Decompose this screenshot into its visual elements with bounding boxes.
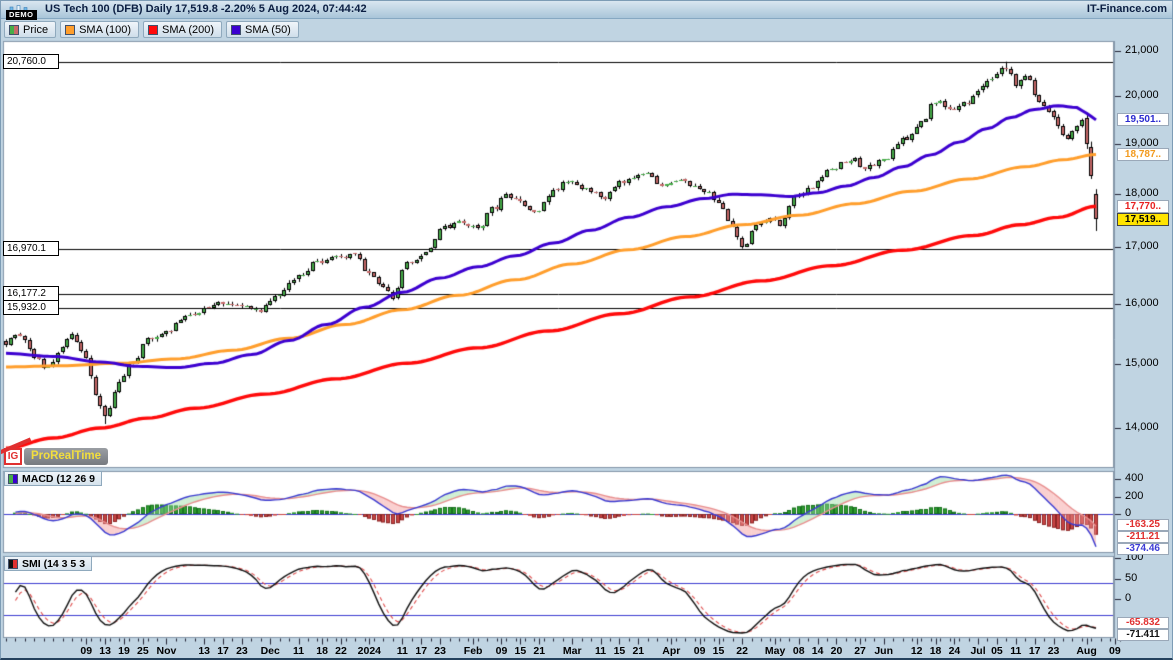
macd-icon: [8, 473, 18, 484]
macd-tick-label: 400: [1125, 472, 1144, 484]
date-label: 22: [736, 645, 748, 657]
chart-title: US Tech 100 (DFB) Daily 17,519.8 -2.20% …: [45, 3, 367, 15]
y-axis-tick-label: 17,000: [1125, 240, 1159, 253]
legend-item-label: SMA (100): [79, 23, 132, 36]
legend-item-label: SMA (50): [245, 23, 291, 36]
date-label: 19: [118, 645, 130, 657]
brand-link[interactable]: IT-Finance.com: [1086, 3, 1167, 15]
price-value-box: 17,519..: [1117, 212, 1169, 226]
demo-badge: DEMO: [6, 10, 37, 20]
date-label: 17: [415, 645, 428, 657]
macd-macd-value-box: -374.46: [1117, 543, 1169, 555]
legend-item-price[interactable]: Price: [4, 21, 57, 38]
macd-tick-label: 0: [1125, 507, 1132, 519]
legend-item-sma-100[interactable]: SMA (100): [60, 21, 140, 38]
sma200-icon: [148, 24, 159, 35]
legend-item-sma-50[interactable]: SMA (50): [226, 21, 299, 38]
y-axis-tick-label: 16,000: [1125, 296, 1159, 309]
sma100-icon: [65, 24, 76, 35]
smi-smi-value-box: -71.411: [1117, 628, 1169, 641]
date-label: Mar: [562, 645, 582, 657]
title-bar: DEMO US Tech 100 (DFB) Daily 17,519.8 -2…: [1, 1, 1172, 20]
date-label: 11: [1010, 645, 1022, 657]
prorealtime-logo: ProRealTime: [24, 448, 108, 465]
date-label: 12: [910, 645, 923, 657]
date-label: 25: [136, 645, 149, 657]
macd-label: MACD (12 26 9: [22, 472, 95, 485]
date-label: 14: [811, 645, 824, 657]
y-axis-tick-label: 19,000: [1125, 137, 1159, 150]
date-label: Jun: [874, 645, 893, 657]
smi-signal-value-box: -65.832: [1117, 616, 1169, 629]
date-label: 27: [854, 645, 866, 657]
date-label: 23: [1047, 645, 1060, 657]
date-label: 09: [693, 645, 706, 657]
price-line-label: 15,932.0: [3, 299, 59, 315]
date-label: Feb: [463, 645, 483, 657]
date-label: 2024: [357, 645, 381, 657]
date-label: Nov: [156, 645, 177, 657]
date-label: Dec: [260, 645, 280, 657]
macd-tick-label: 200: [1125, 489, 1144, 502]
date-label: 22: [335, 645, 347, 657]
sma50-icon: [231, 24, 241, 35]
smi-tick-label: 50: [1125, 571, 1138, 584]
date-label: 23: [236, 645, 248, 657]
sma-100--value-box: 18,787..: [1117, 148, 1169, 162]
date-label: Aug: [1076, 645, 1097, 657]
legend-bar: Price SMA (100) SMA (200) SMA (50): [4, 21, 299, 39]
smi-settings-button[interactable]: SMI (14 3 5 3: [4, 556, 93, 571]
date-label: 15: [613, 645, 626, 657]
date-label: 17: [1028, 645, 1041, 657]
smi-tick-label: 0: [1125, 592, 1132, 604]
y-axis-tick-label: 20,000: [1125, 89, 1159, 102]
smi-label: SMI (14 3 5 3: [22, 557, 86, 570]
y-axis-tick-label: 15,000: [1125, 356, 1159, 369]
macd-signal-value-box: -211.21: [1117, 531, 1169, 543]
date-label: 05: [991, 645, 1003, 657]
date-label: 08: [792, 645, 805, 657]
date-label: Jul: [970, 645, 986, 657]
date-label: 17: [217, 645, 229, 657]
sma-200--value-box: 17,770..: [1117, 199, 1169, 213]
price-line-label: 16,970.1: [3, 241, 59, 257]
date-label: 09: [1109, 645, 1121, 657]
sma-50--value-box: 19,501..: [1117, 113, 1169, 127]
date-label: 23: [434, 645, 446, 657]
y-axis-tick-label: 18,000: [1125, 187, 1159, 200]
y-axis-tick-label: 21,000: [1125, 44, 1159, 56]
date-label: 09: [80, 645, 93, 657]
date-label: 11: [292, 645, 305, 657]
date-label: 18: [929, 645, 942, 657]
date-label: May: [764, 645, 786, 657]
date-label: 15: [712, 645, 725, 657]
date-label: 24: [948, 645, 961, 657]
date-label: 21: [632, 645, 645, 657]
price-icon: [9, 24, 19, 35]
macd-histogram-value-box: -163.25: [1117, 519, 1169, 531]
legend-item-sma-200[interactable]: SMA (200): [143, 21, 222, 38]
date-label: 11: [396, 645, 408, 657]
price-line-label: 16,177.2: [3, 285, 59, 301]
smi-icon: [8, 558, 18, 569]
date-label: 18: [316, 645, 328, 657]
date-label: 13: [99, 645, 111, 657]
date-label: 09: [495, 645, 508, 657]
y-axis-tick-label: 14,000: [1125, 421, 1159, 433]
date-label: 13: [198, 645, 211, 657]
macd-settings-button[interactable]: MACD (12 26 9: [4, 471, 102, 486]
price-line-label: 20,760.0: [3, 53, 59, 69]
date-label: 11: [594, 645, 607, 657]
date-label: 20: [830, 645, 843, 657]
date-label: Apr: [662, 645, 681, 657]
legend-item-label: Price: [23, 23, 49, 36]
date-label: 15: [514, 645, 527, 657]
legend-item-label: SMA (200): [162, 23, 214, 36]
date-label: 21: [533, 645, 546, 657]
